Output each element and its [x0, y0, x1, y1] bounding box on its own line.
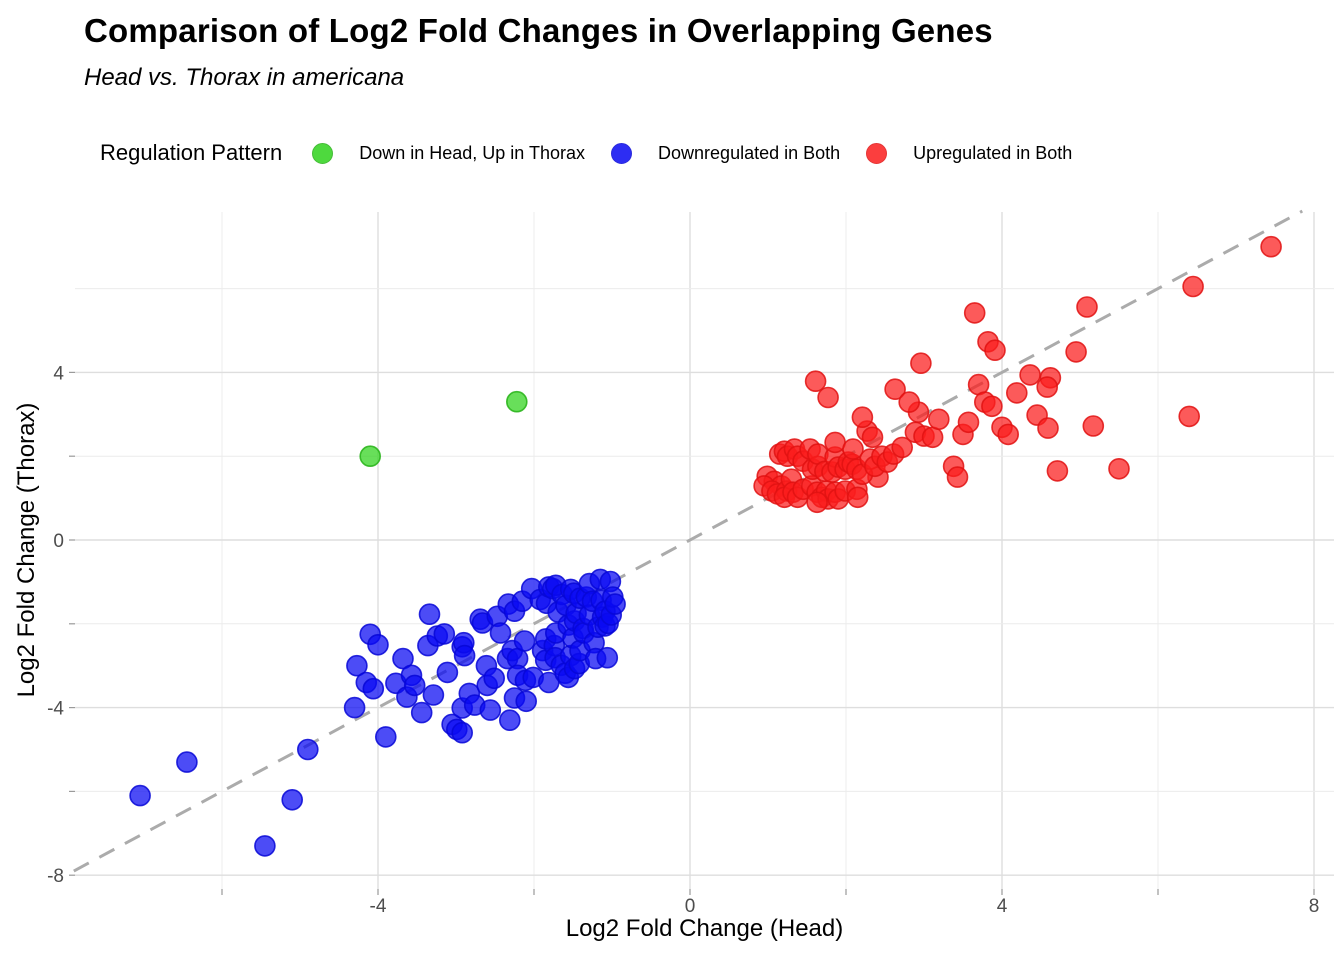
data-point	[1065, 341, 1087, 363]
data-point	[367, 633, 389, 656]
data-point	[891, 436, 914, 459]
data-point	[433, 623, 456, 645]
x-tick-label: 4	[997, 896, 1008, 917]
data-point	[479, 699, 502, 721]
data-point	[884, 378, 906, 401]
y-tick-label: 4	[53, 363, 64, 384]
data-point	[505, 390, 528, 413]
identity-reference-line	[73, 209, 1304, 873]
data-point	[981, 395, 1003, 418]
red-dot-icon	[866, 142, 888, 164]
data-point	[498, 709, 521, 732]
data-point	[946, 466, 969, 488]
data-point	[176, 751, 198, 773]
data-point	[804, 370, 827, 393]
y-tick-label: -4	[47, 699, 64, 720]
data-point	[817, 386, 839, 409]
data-point	[254, 835, 276, 857]
legend-label: Upregulated in Both	[913, 142, 1073, 163]
data-point	[1182, 275, 1204, 298]
data-point	[513, 630, 536, 652]
data-point	[984, 339, 1006, 362]
data-point	[281, 788, 304, 811]
legend-label: Downregulated in Both	[658, 142, 841, 163]
legend-title: Regulation Pattern	[100, 140, 283, 165]
y-tick-label: -8	[47, 866, 64, 887]
data-point	[997, 423, 1020, 446]
legend-label: Down in Head, Up in Thorax	[359, 142, 586, 163]
green-dot-icon	[312, 142, 334, 164]
data-point	[806, 491, 828, 514]
data-point	[1082, 415, 1105, 437]
data-point	[483, 667, 506, 690]
data-point	[1037, 417, 1059, 439]
data-point	[410, 701, 433, 724]
data-point	[910, 352, 932, 375]
x-tick-label: -4	[370, 896, 387, 917]
data-point	[451, 721, 474, 744]
data-point	[1036, 376, 1058, 398]
data-point	[346, 654, 368, 677]
x-axis-title: Log2 Fold Change (Head)	[565, 915, 844, 942]
data-point	[1260, 235, 1282, 258]
data-point	[453, 644, 476, 667]
legend-item-down-head-up-thorax: Down in Head, Up in Thorax	[312, 142, 586, 164]
data-point	[374, 726, 397, 748]
data-point	[921, 426, 944, 449]
data-point	[129, 784, 151, 807]
data-point	[1108, 457, 1130, 480]
data-point	[1005, 382, 1028, 404]
data-point	[898, 391, 921, 413]
data-point	[1019, 364, 1041, 386]
data-point	[359, 445, 382, 468]
data-point	[963, 302, 986, 324]
data-point	[846, 486, 869, 509]
data-point	[861, 426, 884, 449]
x-tick-label: 0	[685, 896, 696, 917]
chart-title: Comparison of Log2 Fold Changes in Overl…	[84, 12, 993, 49]
data-point	[515, 690, 538, 713]
blue-dot-icon	[611, 142, 633, 164]
y-tick-label: 0	[53, 531, 64, 552]
data-point	[296, 738, 319, 761]
data-point	[422, 684, 445, 706]
data-point	[1076, 296, 1098, 318]
data-point	[604, 593, 626, 615]
data-point	[418, 603, 441, 626]
data-point	[343, 696, 366, 719]
data-point	[489, 622, 512, 644]
data-point	[842, 438, 864, 460]
data-point	[392, 647, 414, 670]
data-point	[436, 661, 459, 684]
legend-item-downregulated-both: Downregulated in Both	[611, 142, 841, 164]
legend: Regulation Pattern Down in Head, Up in T…	[100, 137, 1072, 169]
legend-item-upregulated-both: Upregulated in Both	[866, 142, 1073, 164]
data-point	[927, 408, 950, 431]
data-point	[824, 431, 846, 454]
chart-subtitle: Head vs. Thorax in americana	[84, 64, 405, 91]
data-point	[1178, 405, 1200, 428]
data-point	[1046, 460, 1069, 482]
data-point	[362, 677, 385, 700]
data-point	[851, 406, 874, 429]
data-point	[957, 411, 980, 434]
data-point	[596, 646, 619, 669]
x-tick-label: 8	[1309, 896, 1320, 917]
y-axis-title: Log2 Fold Change (Thorax)	[13, 402, 40, 698]
data-point	[403, 674, 426, 697]
